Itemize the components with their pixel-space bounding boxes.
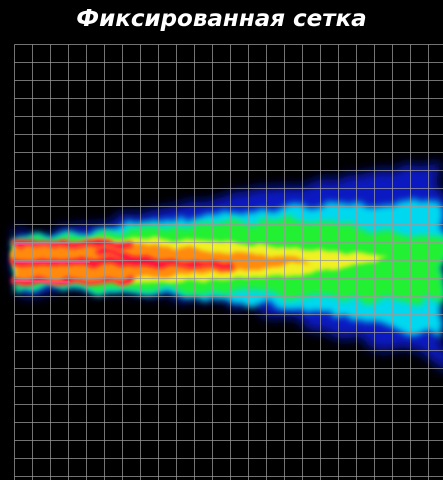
- jet: [14, 160, 443, 368]
- simulation-view: [0, 0, 443, 480]
- screen: Фиксированная сетка: [0, 0, 443, 480]
